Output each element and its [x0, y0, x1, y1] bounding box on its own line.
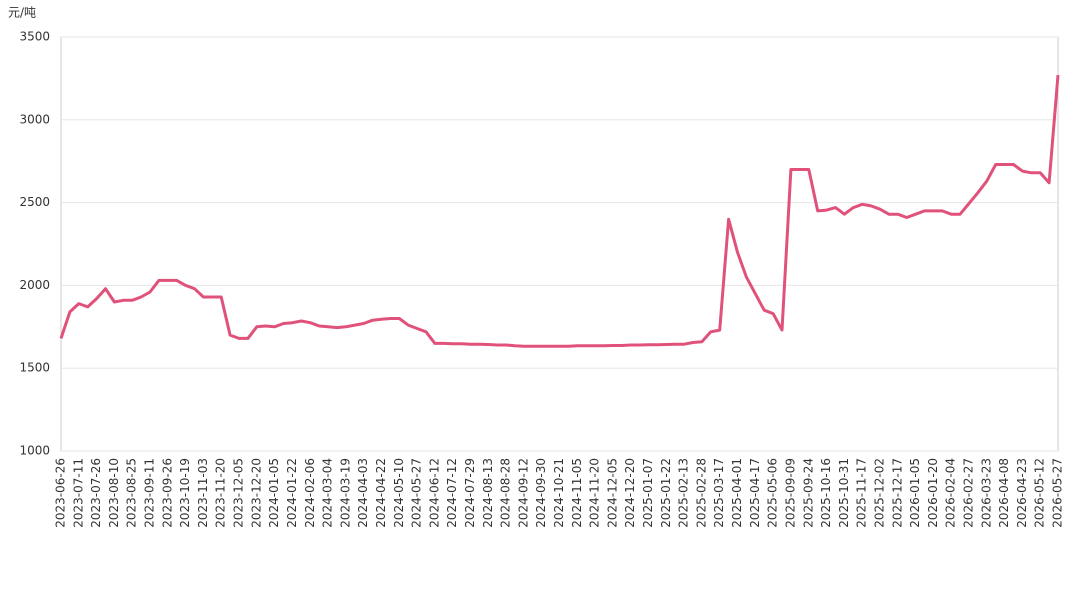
x-tick-label: 2024-01-05 — [267, 458, 281, 528]
x-tick-label: 2025-04-01 — [730, 458, 744, 528]
x-tick-label: 2023-11-20 — [214, 458, 228, 528]
x-tick-label: 2024-03-04 — [321, 458, 335, 528]
x-tick-label: 2023-12-20 — [249, 458, 263, 528]
x-tick-label: 2025-11-17 — [855, 458, 869, 528]
x-tick-label: 2024-04-03 — [356, 458, 370, 528]
plot-frame — [60, 36, 1059, 452]
x-tick-label: 2025-05-06 — [766, 458, 780, 528]
x-tick-label: 2025-02-13 — [677, 458, 691, 528]
y-tick-label: 2500 — [19, 195, 50, 209]
y-tick-label: 1000 — [19, 444, 50, 458]
x-tick-label: 2025-03-17 — [712, 458, 726, 528]
y-tick-label: 2000 — [19, 278, 50, 292]
x-tick-label: 2026-04-08 — [997, 458, 1011, 528]
x-tick-label: 2023-06-26 — [54, 458, 68, 528]
x-tick-label: 2023-08-25 — [125, 458, 139, 528]
x-tick-label: 2024-02-06 — [303, 458, 317, 528]
x-tick-label: 2023-07-11 — [71, 458, 85, 528]
x-tick-label: 2023-09-11 — [143, 458, 157, 528]
x-tick-label: 2025-12-02 — [872, 458, 886, 528]
price-line — [59, 74, 1060, 348]
y-axis-unit: 元/吨 — [8, 6, 36, 20]
x-tick-label: 2024-12-20 — [623, 458, 637, 528]
x-tick-label: 2024-01-22 — [285, 458, 299, 528]
x-tick-label: 2023-12-05 — [232, 458, 246, 528]
x-tick-label: 2023-08-10 — [107, 458, 121, 528]
x-tick-label: 2024-12-05 — [605, 458, 619, 528]
x-tick-label: 2025-09-09 — [783, 458, 797, 528]
x-tick-label: 2026-05-27 — [1051, 458, 1065, 528]
y-tick-label: 1500 — [19, 361, 50, 375]
x-tick-label: 2023-11-03 — [196, 458, 210, 528]
x-tick-label: 2025-12-17 — [890, 458, 904, 528]
x-tick-label: 2025-10-31 — [837, 458, 851, 528]
x-tick-label: 2026-01-20 — [926, 458, 940, 528]
x-tick-label: 2024-03-19 — [338, 458, 352, 528]
x-tick-label: 2025-10-16 — [819, 458, 833, 528]
x-tick-label: 2026-02-04 — [944, 458, 958, 528]
x-tick-label: 2024-05-10 — [392, 458, 406, 528]
x-tick-label: 2023-10-19 — [178, 458, 192, 528]
x-tick-label: 2026-03-23 — [979, 458, 993, 528]
x-tick-label: 2024-11-05 — [570, 458, 584, 528]
x-tick-label: 2025-04-17 — [748, 458, 762, 528]
x-tick-label: 2024-07-12 — [445, 458, 459, 528]
x-tick-label: 2024-07-29 — [463, 458, 477, 528]
x-tick-label: 2024-10-21 — [552, 458, 566, 528]
x-tick-label: 2024-09-30 — [534, 458, 548, 528]
x-tick-label: 2024-06-12 — [427, 458, 441, 528]
x-tick-label: 2024-08-28 — [499, 458, 513, 528]
x-tick-label: 2026-05-12 — [1033, 458, 1047, 528]
x-tick-label: 2024-04-22 — [374, 458, 388, 528]
x-tick-label: 2025-01-07 — [641, 458, 655, 528]
x-tick-label: 2026-01-05 — [908, 458, 922, 528]
x-tick-label: 2025-02-28 — [694, 458, 708, 528]
y-tick-label: 3500 — [19, 30, 50, 44]
x-tick-label: 2024-11-20 — [588, 458, 602, 528]
x-tick-label: 2024-09-12 — [516, 458, 530, 528]
x-tick-label: 2026-02-27 — [961, 458, 975, 528]
x-tick-label: 2023-07-26 — [89, 458, 103, 528]
x-tick-label: 2025-01-22 — [659, 458, 673, 528]
x-tick-label: 2025-09-24 — [801, 458, 815, 528]
x-tick-label: 2024-05-27 — [410, 458, 424, 528]
x-tick-label: 2026-04-23 — [1015, 458, 1029, 528]
y-tick-label: 3000 — [19, 112, 50, 126]
x-tick-label: 2024-08-13 — [481, 458, 495, 528]
x-tick-label: 2023-09-26 — [160, 458, 174, 528]
